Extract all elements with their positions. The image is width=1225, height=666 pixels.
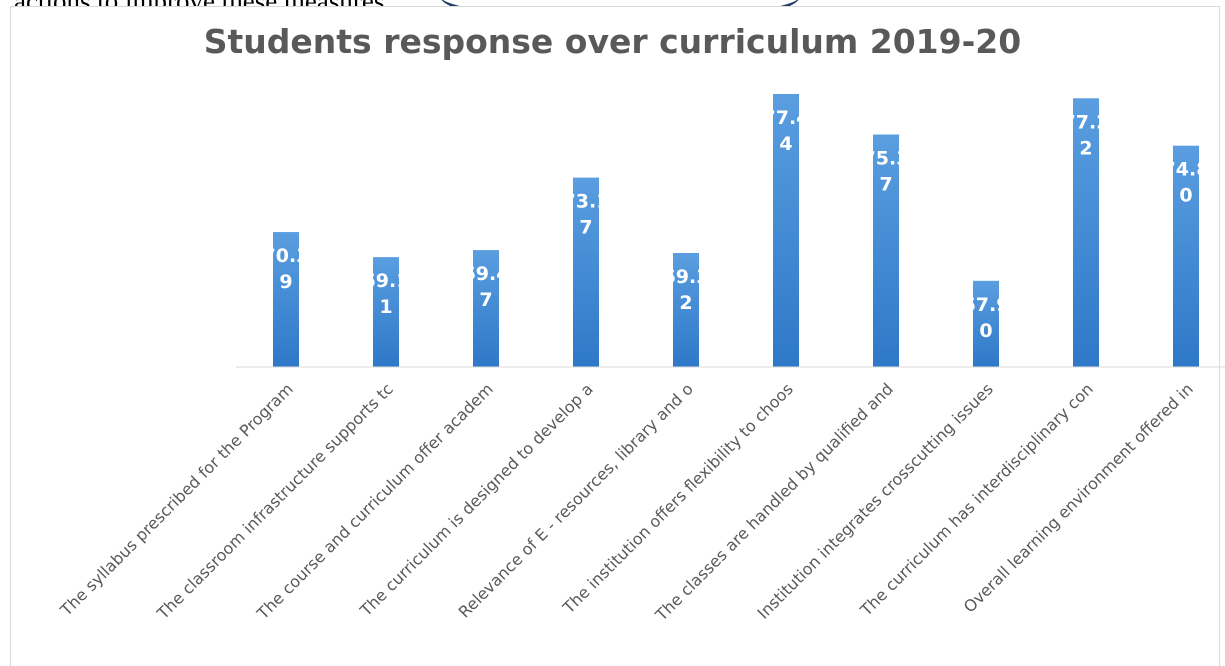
bar-3 xyxy=(473,250,499,367)
category-label-6: The institution offers flexibility to ch… xyxy=(558,379,796,617)
bar-9 xyxy=(1073,98,1099,367)
bar-7 xyxy=(873,134,899,367)
chart-title: Students response over curriculum 2019-2… xyxy=(203,22,1022,61)
bar-10 xyxy=(1173,145,1199,367)
category-label-4: The curriculum is designed to develop a xyxy=(356,379,597,620)
data-label-6: 77.4 4 xyxy=(763,107,810,155)
bar-2 xyxy=(373,257,399,367)
data-label-7: 75.3 7 xyxy=(863,148,910,196)
category-label-10: Overall learning environment offered in xyxy=(960,379,1197,616)
chart-area xyxy=(10,6,1220,666)
bar-1 xyxy=(273,232,299,367)
data-label-1: 70.3 9 xyxy=(263,245,310,293)
data-label-2: 69.1 1 xyxy=(363,270,410,318)
data-label-9: 77.2 2 xyxy=(1063,111,1110,159)
bar-5 xyxy=(673,253,699,367)
category-label-9: The curriculum has interdisciplinary con xyxy=(856,379,1097,620)
bar-6 xyxy=(773,93,799,368)
data-label-3: 69.4 7 xyxy=(463,263,510,311)
category-label-8: Institution integrates crosscutting issu… xyxy=(754,379,997,622)
data-label-8: 67.9 0 xyxy=(963,294,1010,342)
data-label-4: 73.1 7 xyxy=(563,191,610,239)
category-label-1: The syllabus prescribed for the Program xyxy=(56,379,297,620)
data-label-5: 69.3 2 xyxy=(663,266,710,314)
data-label-10: 74.8 0 xyxy=(1163,159,1210,207)
bar-4 xyxy=(573,177,599,367)
category-label-5: Relevance of E - resources, library and … xyxy=(455,379,697,621)
bar-8 xyxy=(973,280,999,367)
